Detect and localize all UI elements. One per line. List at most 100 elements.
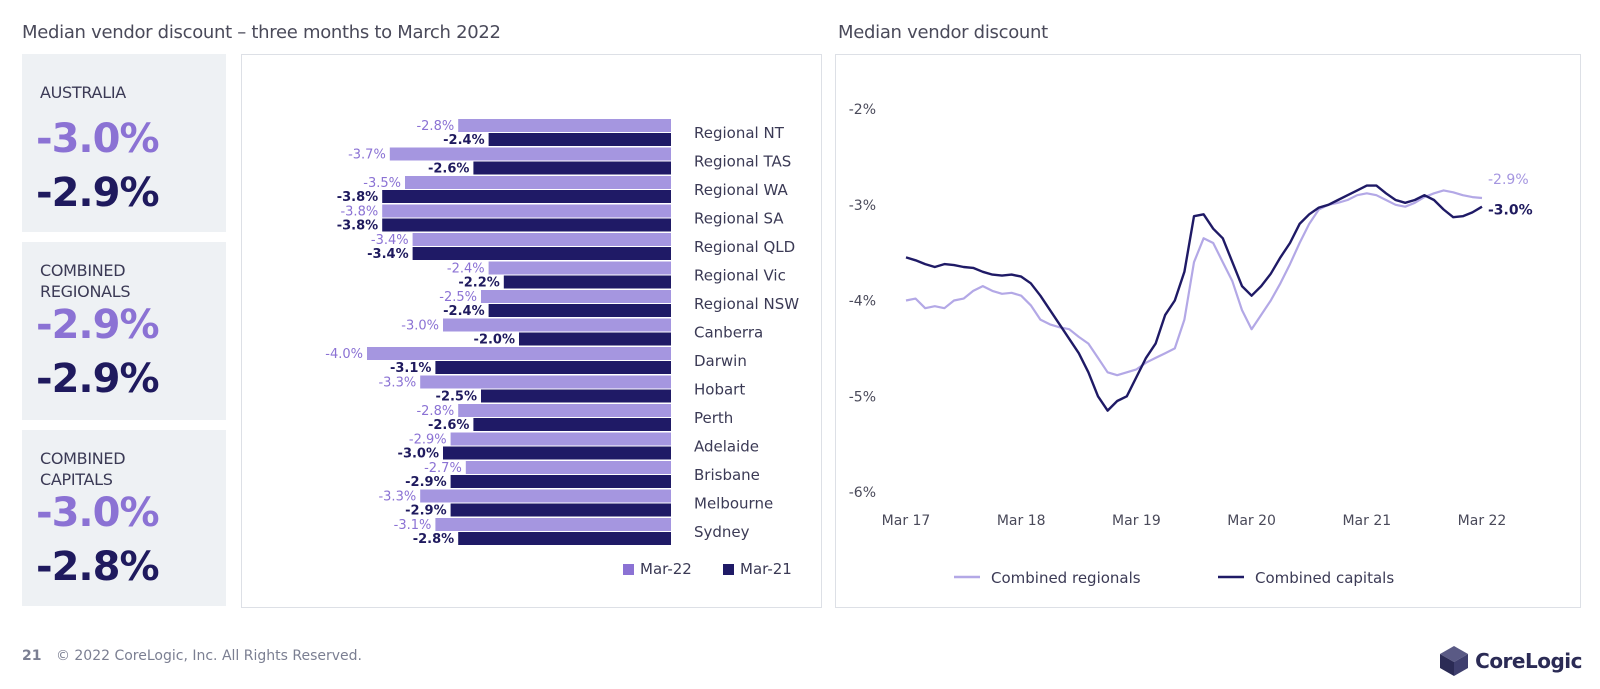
y-tick-label: -5%: [849, 389, 876, 405]
legend-swatch-mar-22: [623, 564, 634, 575]
stat-label: COMBINED REGIONALS: [40, 261, 131, 301]
bar-group: -3.1%-2.8% Sydney: [394, 518, 750, 547]
bar-label-mar-22: -3.4%: [371, 233, 409, 248]
bar-chart: -2.8%-2.4% Regional NT-3.7%-2.6% Regional …: [325, 119, 799, 578]
bar-label-mar-22: -3.7%: [348, 148, 386, 163]
bar-label-mar-22: -3.0%: [401, 319, 439, 334]
bar-group: -4.0% -3.1% Darwin: [325, 347, 747, 376]
bar-group: -2.7%-2.9% Brisbane: [405, 461, 760, 490]
bar-label-mar-21: -3.8%: [337, 190, 378, 205]
bar-mar-21: [519, 332, 671, 346]
category-label: Regional NT: [694, 124, 785, 142]
stat-previous-value: -2.9%: [36, 170, 160, 216]
corelogic-cube-icon: [1440, 646, 1469, 676]
category-label: Brisbane: [694, 466, 760, 484]
bar-label-mar-21: -2.0%: [474, 333, 515, 348]
bar-mar-22: [367, 347, 671, 360]
category-label: Regional Vic: [694, 267, 786, 285]
bar-mar-22: [389, 147, 671, 161]
stat-previous-value: -2.8%: [36, 544, 160, 590]
bar-label-mar-21: -3.0%: [398, 447, 439, 462]
bar-mar-21: [473, 418, 671, 431]
category-label: Melbourne: [694, 495, 773, 513]
stat-current-value: -3.0%: [36, 116, 160, 162]
bar-mar-21: [488, 304, 671, 317]
bar-label-mar-22: -2.7%: [424, 461, 462, 476]
bar-label-mar-22: -2.9%: [409, 433, 447, 448]
bar-mar-22: [412, 233, 671, 246]
category-label: Darwin: [694, 352, 747, 370]
bar-mar-22: [405, 176, 671, 189]
bar-label-mar-21: -2.4%: [443, 133, 484, 148]
legend-label-mar-21: Mar-21: [740, 560, 792, 578]
bar-mar-21: [481, 389, 671, 403]
line-combined-regionals: [905, 189, 1483, 377]
category-label: Regional SA: [694, 210, 784, 228]
bar-group: -3.3% -2.5% Hobart: [378, 375, 745, 405]
bar-label-mar-22: -2.8%: [416, 404, 454, 419]
copyright-text: © 2022 CoreLogic, Inc. All Rights Reserv…: [55, 648, 362, 664]
stat-card-australia: AUSTRALIA -3.0% -2.9%: [22, 54, 226, 232]
bar-label-mar-22: -2.8%: [416, 119, 454, 134]
x-tick-label: Mar 19: [1112, 513, 1161, 529]
page-number: 21: [22, 648, 42, 664]
bar-label-mar-21: -2.8%: [413, 532, 454, 547]
bar-group: -2.8%-2.6% Perth: [416, 404, 733, 433]
bar-label-mar-21: -3.4%: [367, 247, 408, 262]
line-combined-capitals: [905, 184, 1483, 412]
stat-label: COMBINED CAPITALS: [40, 449, 126, 489]
bar-label-mar-22: -2.4%: [447, 262, 485, 277]
bar-mar-22: [420, 375, 671, 389]
bar-mar-21: [443, 446, 671, 460]
stat-current-value: -3.0%: [36, 490, 160, 536]
legend-label-combined-capitals: Combined capitals: [1255, 569, 1394, 587]
bar-label-mar-22: -3.3%: [378, 376, 416, 391]
stat-card-combined-regionals: COMBINED REGIONALS -2.9% -2.9%: [22, 242, 226, 420]
bar-mar-22: [488, 261, 671, 275]
bar-mar-21: [458, 532, 671, 545]
left-section-title: Median vendor discount – three months to…: [22, 22, 501, 43]
end-label-combined-regionals: -2.9%: [1488, 172, 1529, 188]
bar-mar-21: [382, 190, 671, 203]
category-label: Regional QLD: [694, 238, 795, 256]
category-label: Regional WA: [694, 181, 788, 199]
bar-mar-22: [481, 290, 671, 303]
bar-label-mar-21: -2.6%: [428, 418, 469, 433]
bar-legend: Mar-22 Mar-21: [623, 560, 792, 578]
bar-mar-22: [458, 119, 671, 132]
bar-mar-21: [503, 275, 671, 289]
bar-mar-22: [458, 404, 671, 417]
bar-mar-21: [412, 247, 671, 260]
category-label: Regional NSW: [694, 295, 799, 313]
y-tick-label: -2%: [849, 102, 876, 118]
category-label: Sydney: [694, 523, 750, 541]
bar-mar-22: [382, 204, 671, 218]
bar-chart-panel: -2.8% -2.4% Regional NT -3.7% -2.6% Regional …: [241, 54, 822, 608]
bar-label-mar-21: -2.4%: [443, 304, 484, 319]
bar-label-mar-21: -2.9%: [405, 475, 446, 490]
right-section-title: Median vendor discount: [838, 22, 1048, 43]
end-label-combined-capitals: -3.0%: [1488, 203, 1533, 219]
category-label: Regional TAS: [694, 153, 791, 171]
y-tick-label: -3%: [849, 198, 876, 214]
line-chart-panel: -2% -3% -4% -5% -6% Mar 17 Mar 18 Mar 19 Mar 20 M…: [835, 54, 1581, 608]
bar-label-mar-22: -3.8%: [340, 205, 378, 220]
bar-group: -3.0% -2.0% Canberra: [401, 318, 763, 348]
y-tick-label: -4%: [849, 294, 876, 310]
bar-mar-21: [450, 503, 671, 517]
bar-label-mar-21: -2.6%: [428, 162, 469, 177]
stat-card-combined-capitals: COMBINED CAPITALS -3.0% -2.8%: [22, 430, 226, 606]
legend-swatch-mar-21: [723, 564, 734, 575]
bar-group: -2.8%-2.4% Regional NT: [416, 119, 785, 148]
x-tick-label: Mar 22: [1458, 513, 1507, 529]
bar-group: -2.4%-2.2% Regional Vic: [447, 261, 786, 291]
category-label: Canberra: [694, 324, 763, 342]
bar-group: -2.9%-3.0% Adelaide: [398, 432, 759, 462]
line-legend: Combined regionals Combined capitals: [954, 569, 1394, 587]
bar-group: -3.8%-3.8% Regional SA: [337, 204, 784, 234]
x-tick-label: Mar 20: [1227, 513, 1276, 529]
y-tick-label: -6%: [849, 485, 876, 501]
bar-mar-22: [420, 489, 671, 503]
category-label: Perth: [694, 409, 733, 427]
bar-group: -2.5%-2.4% Regional NSW: [439, 290, 799, 319]
